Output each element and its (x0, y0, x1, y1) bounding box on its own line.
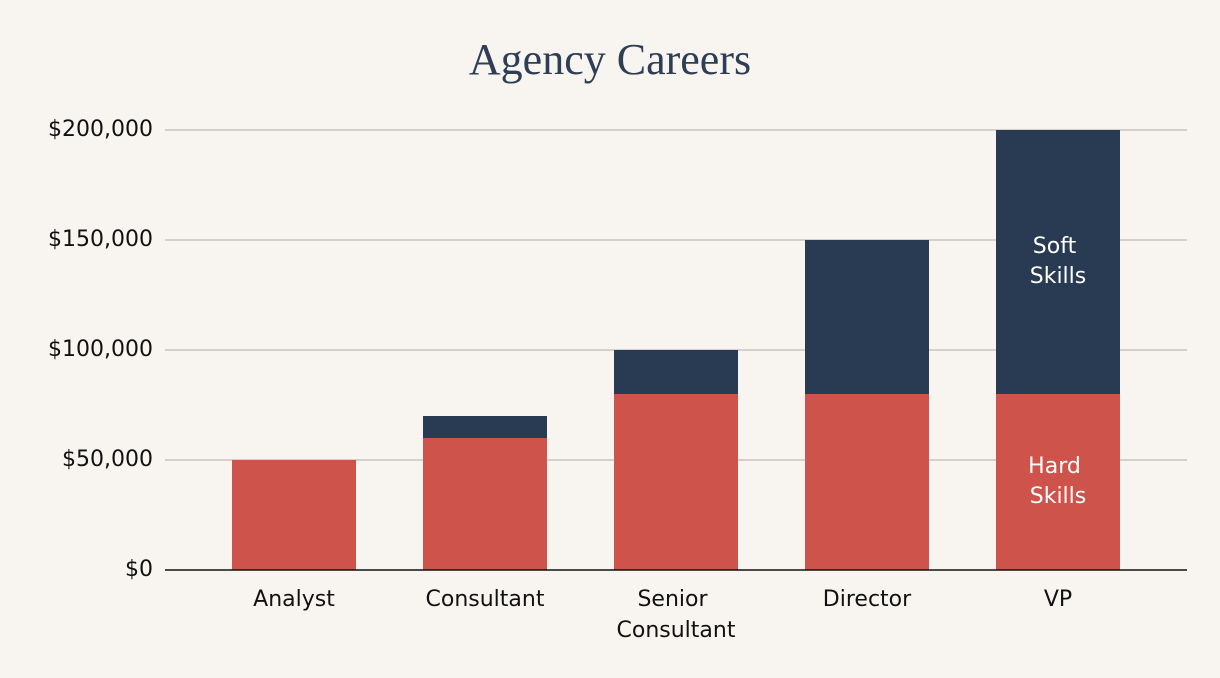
chart-title: Agency Careers (469, 35, 751, 84)
bar-segment (805, 394, 929, 570)
y-tick-label: $50,000 (62, 447, 153, 472)
y-tick-label: $0 (125, 557, 153, 582)
bar-segment (996, 130, 1120, 394)
bar-segment (996, 394, 1120, 570)
x-tick-label: Director (823, 587, 912, 612)
bar-segment (423, 416, 547, 438)
series-label: Soft Skills (1030, 234, 1087, 289)
bar-segment (614, 350, 738, 394)
bar-segment (805, 240, 929, 394)
y-tick-label: $150,000 (48, 227, 153, 252)
y-tick-label: $200,000 (48, 117, 153, 142)
bar-segment (232, 460, 356, 570)
series-label: Hard Skills (1028, 454, 1088, 509)
x-tick-label: Consultant (426, 587, 545, 612)
x-tick-label: Analyst (253, 587, 335, 612)
x-tick-label: Senior Consultant (617, 587, 736, 643)
bar-segment (423, 438, 547, 570)
bar-segment (614, 394, 738, 570)
y-tick-label: $100,000 (48, 337, 153, 362)
x-tick-label: VP (1044, 587, 1072, 612)
